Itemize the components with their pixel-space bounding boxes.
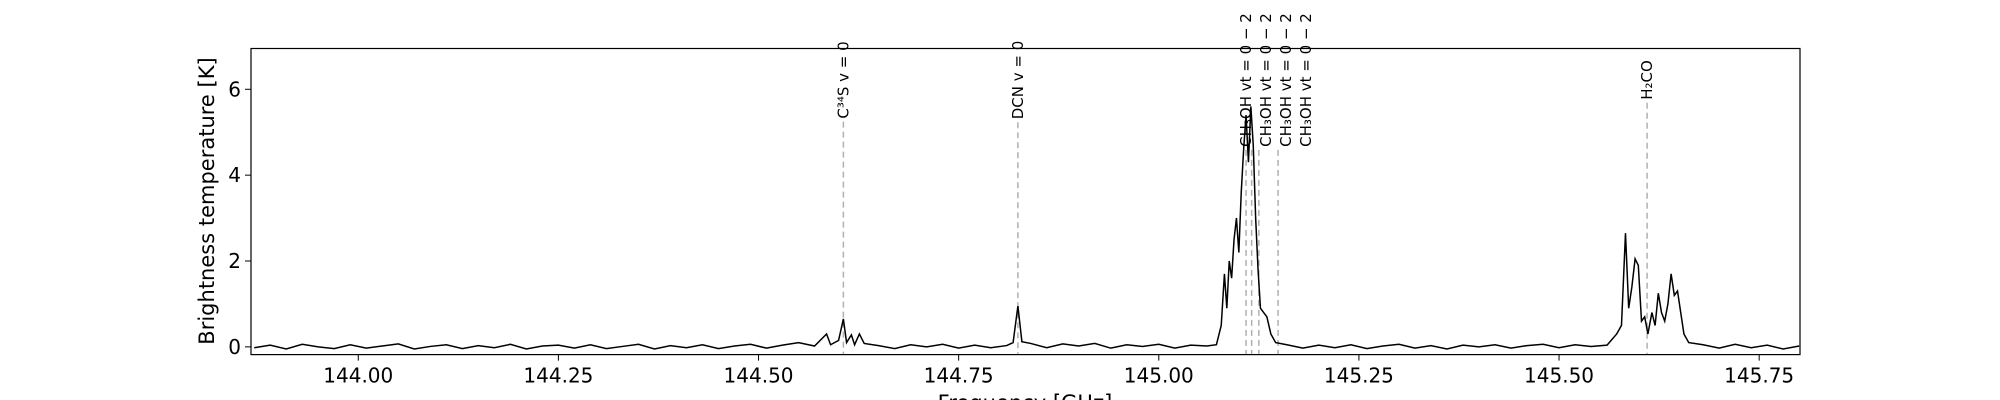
y-tick-label: 6 [228,77,241,101]
annotation-label: CH₃OH vt = 0 − 2 [1297,13,1315,147]
y-tick-label: 4 [228,163,241,187]
plot-frame [250,47,1801,356]
x-tick-label: 145.25 [1324,364,1394,388]
x-tick-label: 145.00 [1124,364,1194,388]
annotation-label: H₂CO [1638,60,1656,100]
annotation-label: C³⁴S v = 0 [834,41,852,118]
annotation-label: CH₃OH vt = 0 − 2 [1257,13,1275,147]
x-axis-label: Frequency [GHz] [938,391,1113,400]
y-axis-label: Brightness temperature [K] [195,57,219,344]
annotation-label: DCN v = 0 [1009,41,1027,120]
x-tick-label: 144.25 [523,364,593,388]
annotation-label: CH₃OH vt = 0 − 2 [1277,13,1295,147]
x-tick-label: 145.75 [1724,364,1794,388]
x-tick-label: 145.50 [1524,364,1594,388]
x-tick-label: 144.75 [924,364,994,388]
x-tick-label: 144.00 [323,364,393,388]
y-tick-label: 0 [228,335,241,359]
spectrum-line [254,106,1800,350]
x-tick-label: 144.50 [724,364,794,388]
y-tick-label: 2 [228,249,241,273]
